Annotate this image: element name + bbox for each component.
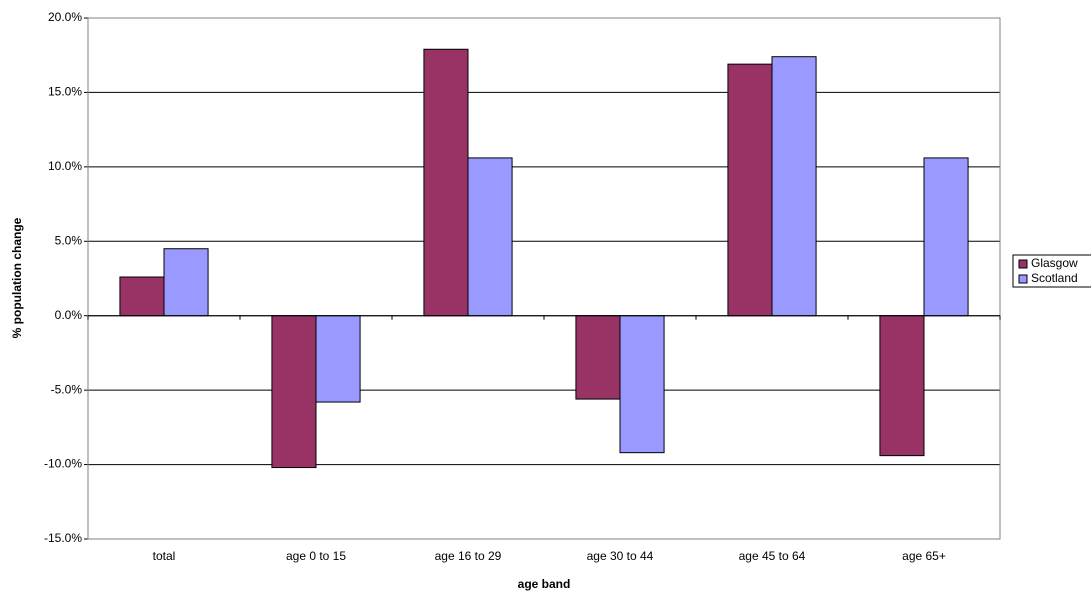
bar <box>315 315 361 403</box>
y-tick-label: -10.0% <box>44 457 82 471</box>
x-tick-label: age 30 to 44 <box>587 549 654 563</box>
bar <box>923 157 969 317</box>
y-axis-title: % population change <box>10 217 24 338</box>
x-tick-label: age 16 to 29 <box>435 549 502 563</box>
legend-label: Scotland <box>1031 271 1078 285</box>
bar <box>163 248 209 317</box>
x-tick-label: age 65+ <box>902 549 946 563</box>
bar <box>619 315 665 454</box>
bar <box>423 48 469 317</box>
y-tick-label: 5.0% <box>55 233 83 247</box>
x-axis-title: age band <box>518 577 571 591</box>
bar <box>771 56 817 317</box>
x-tick-label: age 45 to 64 <box>739 549 806 563</box>
legend-swatch <box>1018 274 1028 284</box>
y-tick-label: 0.0% <box>55 308 83 322</box>
bar <box>271 315 317 469</box>
x-tick-label: age 0 to 15 <box>286 549 346 563</box>
bar <box>119 276 165 317</box>
y-tick-label: 20.0% <box>48 10 82 24</box>
y-tick-label: 15.0% <box>48 85 82 99</box>
legend-label: Glasgow <box>1031 256 1078 270</box>
bar <box>575 315 621 400</box>
bar <box>727 63 773 317</box>
legend-swatch <box>1018 259 1028 269</box>
plot-frame <box>87 17 1001 540</box>
y-tick-label: -15.0% <box>44 531 82 545</box>
bar <box>467 157 513 317</box>
bar <box>879 315 925 457</box>
y-tick-label: -5.0% <box>51 382 83 396</box>
x-tick-label: total <box>153 549 176 563</box>
y-tick-label: 10.0% <box>48 159 82 173</box>
